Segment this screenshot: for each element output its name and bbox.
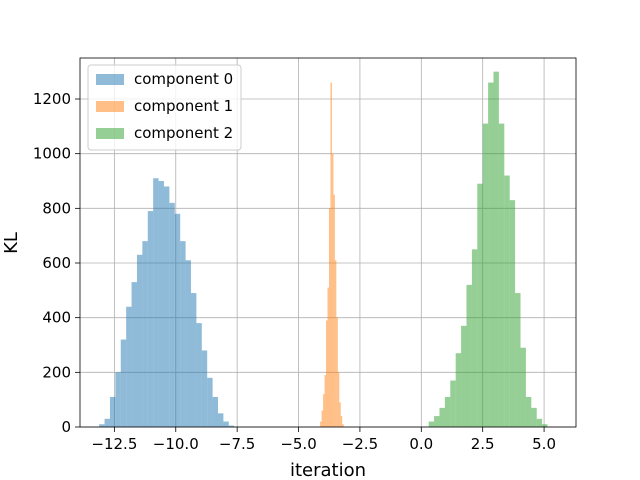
bar-series-2-bin-13 xyxy=(498,123,505,427)
bar-series-2-bin-14 xyxy=(504,175,510,427)
y-tick-label: 400 xyxy=(42,309,71,327)
bar-series-0-bin-13 xyxy=(169,202,175,427)
bar-series-1-bin-10 xyxy=(334,260,337,427)
bar-series-0-bin-2 xyxy=(109,396,116,427)
x-tick-label: −5.0 xyxy=(280,435,316,453)
x-axis-label: iteration xyxy=(290,460,366,480)
bar-series-0-bin-23 xyxy=(223,421,229,427)
y-tick-label: 600 xyxy=(42,254,71,272)
bar-series-0-bin-9 xyxy=(147,211,154,427)
bar-series-0-bin-15 xyxy=(180,241,186,427)
bar-series-2-bin-3 xyxy=(444,396,451,427)
legend-swatch-0 xyxy=(96,74,124,85)
bar-series-2-bin-0 xyxy=(428,421,435,427)
bar-series-0-bin-17 xyxy=(190,293,197,427)
bar-series-2-bin-1 xyxy=(434,416,440,427)
axes-frame xyxy=(79,57,577,428)
bar-series-1-bin-15 xyxy=(342,424,344,427)
bar-series-2-bin-15 xyxy=(509,200,516,427)
bar-series-2-bin-4 xyxy=(450,380,456,427)
bar-series-1-bin-13 xyxy=(339,402,341,427)
bar-series-1-bin-2 xyxy=(323,394,325,427)
bar-series-0-bin-6 xyxy=(131,282,137,427)
bar-series-0-bin-16 xyxy=(185,260,191,427)
y-tick-label: 1200 xyxy=(33,90,71,108)
bar-series-1-bin-8 xyxy=(331,153,334,427)
bar-series-2-bin-9 xyxy=(477,183,483,427)
bar-series-2-bin-11 xyxy=(488,82,494,427)
legend-box xyxy=(87,64,242,151)
y-axis-ticks: 0 200 400 600 800 1000 1200 xyxy=(33,90,80,436)
bar-series-2-bin-5 xyxy=(455,353,462,427)
x-tick-label: −2.5 xyxy=(342,435,378,453)
x-tick-label: −7.5 xyxy=(219,435,255,453)
bar-series-1-bin-6 xyxy=(328,208,331,427)
bar-series-0-bin-1 xyxy=(104,418,110,427)
bar-series-2-bin-20 xyxy=(536,418,543,427)
legend-label-0: component 0 xyxy=(134,70,233,88)
bar-series-0-bin-24 xyxy=(228,425,235,427)
bar-series-0-bin-12 xyxy=(163,186,170,427)
bar-series-0-bin-4 xyxy=(120,339,127,427)
legend-swatch-1 xyxy=(96,101,124,112)
bar-series-2-bin-21 xyxy=(542,424,548,427)
bar-series-0-bin-10 xyxy=(153,178,159,427)
x-tick-label: 2.5 xyxy=(471,435,495,453)
bar-series-1-bin-1 xyxy=(321,410,324,427)
bar-series-0-bin-18 xyxy=(196,323,202,427)
bar-series-1-bin-5 xyxy=(327,287,329,427)
bar-series-0-bin-22 xyxy=(217,413,224,427)
bar-series-0-bin-11 xyxy=(158,181,164,427)
bar-series-2-bin-6 xyxy=(461,325,467,427)
bar-series-0-bin-21 xyxy=(212,396,218,427)
histogram-bars xyxy=(99,71,548,428)
bar-series-0-bin-8 xyxy=(142,241,148,427)
y-tick-label: 800 xyxy=(42,199,71,217)
bar-series-2-bin-10 xyxy=(482,123,489,427)
x-tick-label: 5.0 xyxy=(532,435,556,453)
y-axis-label: KL xyxy=(1,232,22,254)
bar-series-2-bin-16 xyxy=(515,293,521,427)
bar-series-2-bin-17 xyxy=(520,347,526,427)
bar-series-2-bin-2 xyxy=(439,407,445,427)
y-tick-label: 200 xyxy=(42,363,71,381)
bar-series-0-bin-19 xyxy=(201,350,208,427)
bar-series-1-bin-9 xyxy=(333,194,335,427)
legend-label-1: component 1 xyxy=(134,97,233,115)
legend-label-2: component 2 xyxy=(134,124,233,142)
x-tick-label: −12.5 xyxy=(91,435,137,453)
bar-series-1-bin-3 xyxy=(324,375,327,427)
x-tick-label: 0.0 xyxy=(409,435,433,453)
legend-swatch-2 xyxy=(96,128,124,139)
y-tick-label: 0 xyxy=(61,418,71,436)
bar-series-2-bin-12 xyxy=(493,71,499,428)
bar-series-1-bin-11 xyxy=(336,317,338,427)
bar-series-2-bin-8 xyxy=(471,249,478,427)
bar-series-1-bin-12 xyxy=(337,372,340,427)
bar-series-0-bin-7 xyxy=(136,254,143,427)
bar-series-1-bin-14 xyxy=(340,416,343,427)
bar-series-1-bin-4 xyxy=(326,320,328,427)
axes-border xyxy=(79,57,577,428)
bar-series-0-bin-14 xyxy=(174,213,181,427)
bar-series-0-bin-5 xyxy=(126,306,132,427)
bar-series-1-bin-7 xyxy=(330,82,332,427)
bar-series-0-bin-3 xyxy=(115,372,121,427)
legend: component 0 component 1 component 2 xyxy=(87,64,242,151)
bar-series-2-bin-7 xyxy=(466,284,472,427)
bar-series-0-bin-20 xyxy=(207,377,213,427)
bar-series-1-bin-0 xyxy=(320,421,322,427)
bar-series-2-bin-18 xyxy=(525,396,532,427)
bar-series-2-bin-19 xyxy=(531,407,537,427)
x-axis-ticks: −12.5 −10.0 −7.5 −5.0 −2.5 0.0 2.5 5.0 xyxy=(91,427,556,453)
bar-series-0-bin-0 xyxy=(99,424,105,427)
y-tick-label: 1000 xyxy=(33,145,71,163)
x-tick-label: −10.0 xyxy=(153,435,199,453)
